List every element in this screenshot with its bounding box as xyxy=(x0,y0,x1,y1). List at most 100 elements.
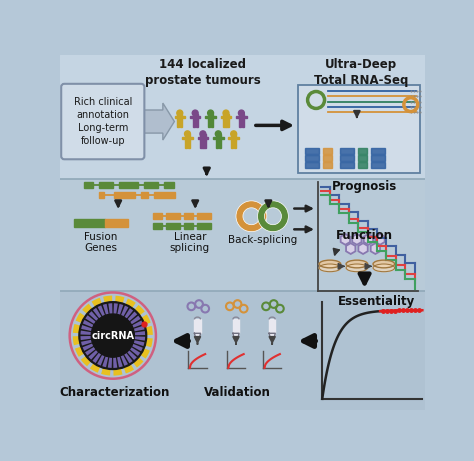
Circle shape xyxy=(223,110,229,116)
Wedge shape xyxy=(101,368,110,376)
Bar xyxy=(358,155,367,161)
Bar xyxy=(231,135,237,141)
Wedge shape xyxy=(135,305,145,315)
Wedge shape xyxy=(114,303,118,314)
Bar xyxy=(190,116,192,118)
Text: Back-splicing: Back-splicing xyxy=(228,235,297,245)
Bar xyxy=(358,148,367,154)
Circle shape xyxy=(208,110,213,116)
Bar xyxy=(203,141,206,148)
Bar xyxy=(185,141,187,148)
Bar xyxy=(194,319,201,333)
Circle shape xyxy=(192,110,198,116)
Circle shape xyxy=(81,303,145,368)
Polygon shape xyxy=(269,333,275,339)
Wedge shape xyxy=(124,364,134,373)
Text: circRNA: circRNA xyxy=(91,331,134,341)
Bar xyxy=(228,137,231,139)
Wedge shape xyxy=(81,340,92,346)
Wedge shape xyxy=(132,344,143,351)
Ellipse shape xyxy=(373,260,395,268)
Bar xyxy=(201,135,206,141)
Bar xyxy=(105,219,128,227)
FancyBboxPatch shape xyxy=(298,85,420,173)
Bar xyxy=(183,223,193,229)
Bar xyxy=(239,114,244,120)
Bar xyxy=(371,162,384,168)
Bar xyxy=(208,114,213,120)
Bar xyxy=(219,141,221,148)
Wedge shape xyxy=(126,298,136,308)
Bar xyxy=(145,182,158,188)
Wedge shape xyxy=(127,350,137,360)
Bar xyxy=(233,319,239,333)
Bar xyxy=(60,55,425,179)
Wedge shape xyxy=(127,312,137,321)
Bar xyxy=(192,114,198,120)
Bar xyxy=(213,116,216,118)
Bar xyxy=(195,120,198,127)
Wedge shape xyxy=(75,347,84,357)
FancyBboxPatch shape xyxy=(61,84,145,159)
Text: Ultra-Deep
Total RNA-Seq: Ultra-Deep Total RNA-Seq xyxy=(313,58,408,87)
Bar xyxy=(223,114,228,120)
Text: Linear
splicing: Linear splicing xyxy=(170,231,210,253)
Bar xyxy=(340,162,354,168)
Text: 144 localized
prostate tumours: 144 localized prostate tumours xyxy=(145,58,261,87)
Wedge shape xyxy=(133,325,145,331)
Bar xyxy=(99,182,113,188)
Bar xyxy=(153,213,162,219)
Ellipse shape xyxy=(319,264,341,272)
Bar xyxy=(182,116,185,118)
Bar xyxy=(197,223,210,229)
Bar xyxy=(340,155,354,161)
Wedge shape xyxy=(121,306,128,317)
Text: Characterization: Characterization xyxy=(59,386,170,399)
Wedge shape xyxy=(102,356,109,367)
Circle shape xyxy=(177,110,183,116)
Bar xyxy=(358,162,367,168)
Wedge shape xyxy=(124,308,133,319)
Wedge shape xyxy=(236,201,267,231)
Bar xyxy=(60,291,425,410)
Bar xyxy=(174,116,177,118)
Wedge shape xyxy=(93,308,102,319)
Wedge shape xyxy=(113,368,122,376)
Bar xyxy=(83,182,93,188)
Bar xyxy=(242,120,244,127)
Wedge shape xyxy=(89,311,99,321)
Wedge shape xyxy=(103,304,109,315)
Bar xyxy=(323,162,332,168)
Circle shape xyxy=(231,131,237,137)
Bar xyxy=(223,120,226,127)
Wedge shape xyxy=(117,356,123,367)
Wedge shape xyxy=(91,298,102,307)
Wedge shape xyxy=(73,336,80,345)
Wedge shape xyxy=(81,356,91,366)
Bar xyxy=(114,192,135,198)
Polygon shape xyxy=(352,234,362,245)
Bar xyxy=(154,192,175,198)
Bar xyxy=(60,179,425,291)
Polygon shape xyxy=(341,234,350,245)
Bar xyxy=(216,141,218,148)
Circle shape xyxy=(215,131,221,137)
Wedge shape xyxy=(76,313,85,323)
Wedge shape xyxy=(81,325,92,331)
Circle shape xyxy=(238,110,244,116)
Bar xyxy=(177,114,182,120)
Bar xyxy=(166,223,180,229)
Bar xyxy=(205,116,208,118)
Bar xyxy=(182,137,185,139)
Wedge shape xyxy=(92,352,101,363)
Ellipse shape xyxy=(346,264,368,272)
Bar xyxy=(231,141,233,148)
Text: Function: Function xyxy=(336,229,393,242)
Bar xyxy=(119,182,138,188)
Text: Fusion
Genes: Fusion Genes xyxy=(84,231,117,253)
Wedge shape xyxy=(103,296,112,303)
Bar xyxy=(323,155,332,161)
Wedge shape xyxy=(120,355,128,366)
Bar xyxy=(164,182,173,188)
Wedge shape xyxy=(82,343,94,351)
